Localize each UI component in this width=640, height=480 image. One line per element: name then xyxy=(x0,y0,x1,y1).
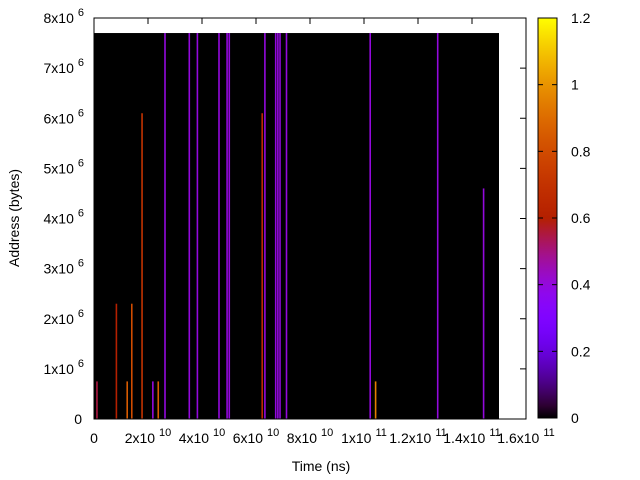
heatmap-stripe xyxy=(130,303,133,419)
heatmap-stripe xyxy=(274,33,277,419)
heatmap-stripe xyxy=(152,381,154,419)
colorbar-tick-label: 1 xyxy=(571,77,579,93)
heatmap-stripe xyxy=(226,33,228,419)
x-tick-label: 4x10 10 xyxy=(179,427,226,446)
heatmap-stripes xyxy=(96,33,485,420)
y-tick-label: 4x10 6 xyxy=(44,208,84,227)
heatmap-stripe xyxy=(141,113,143,420)
x-tick-label: 1.6x10 11 xyxy=(497,427,554,446)
y-tick-label: 6x10 6 xyxy=(44,107,84,126)
heatmap-stripe xyxy=(285,33,288,419)
x-tick-label: 1.2x10 11 xyxy=(389,427,446,446)
heatmap-stripe xyxy=(277,33,279,419)
heatmap-stripe xyxy=(96,381,98,419)
heatmap-stripe xyxy=(157,381,160,419)
y-axis-title: Address (bytes) xyxy=(6,169,22,267)
heatmap-stripe xyxy=(228,33,231,419)
y-tick-label: 2x10 6 xyxy=(44,308,84,327)
plot-area xyxy=(94,33,499,419)
heatmap-stripe xyxy=(188,33,191,419)
heatmap-stripe xyxy=(279,33,281,419)
x-tick-label: 1x10 11 xyxy=(341,427,387,446)
x-axis-ticks: 0 2x10 10 4x10 10 6x10 10 8x10 10 1x10 11 1.2x10 111… xyxy=(90,18,555,446)
x-tick-label: 1.4x10 11 xyxy=(443,427,500,446)
colorbar-tick-label: 0.2 xyxy=(571,343,591,359)
y-tick-label: 3x10 6 xyxy=(44,258,84,277)
y-tick-label: 1x10 6 xyxy=(44,358,84,377)
colorbar: 0 0.2 0.4 0.6 0.8 1 1.2 xyxy=(537,10,591,426)
heatmap-stripe xyxy=(218,33,220,419)
heatmap-background xyxy=(94,33,499,419)
x-tick-label: 8x10 10 xyxy=(287,427,334,446)
heatmap-stripe xyxy=(482,188,485,419)
colorbar-tick-label: 0.8 xyxy=(571,143,591,159)
heatmap-stripe xyxy=(115,303,118,419)
heatmap-stripe xyxy=(264,33,266,419)
x-axis-title: Time (ns) xyxy=(292,458,351,474)
x-tick-label: 6x10 10 xyxy=(233,427,280,446)
heatmap-stripe xyxy=(436,33,439,419)
heatmap-stripe xyxy=(369,33,371,419)
x-tick-label: 0 xyxy=(90,430,98,446)
colorbar-tick-label: 0 xyxy=(571,410,579,426)
heatmap-stripe xyxy=(374,381,377,419)
heatmap-stripe xyxy=(196,33,199,419)
y-tick-label: 8x10 6 xyxy=(44,7,84,26)
y-axis-ticks: 0 1x10 6 2x10 6 3x10 6 4x10 6 5x10 6 6x10 6 7x10 6 8x10… xyxy=(44,7,526,427)
y-tick-label: 7x10 6 xyxy=(44,57,84,76)
y-tick-label: 0 xyxy=(74,411,82,427)
heatmap-stripe xyxy=(261,113,263,420)
y-tick-label: 5x10 6 xyxy=(44,157,84,176)
x-tick-label: 2x10 10 xyxy=(125,427,172,446)
heatmap-stripe xyxy=(126,381,128,419)
heatmap-stripe xyxy=(164,33,166,419)
colorbar-tick-label: 0.6 xyxy=(571,210,591,226)
colorbar-tick-label: 0.4 xyxy=(571,277,591,293)
colorbar-tick-label: 1.2 xyxy=(571,10,591,26)
